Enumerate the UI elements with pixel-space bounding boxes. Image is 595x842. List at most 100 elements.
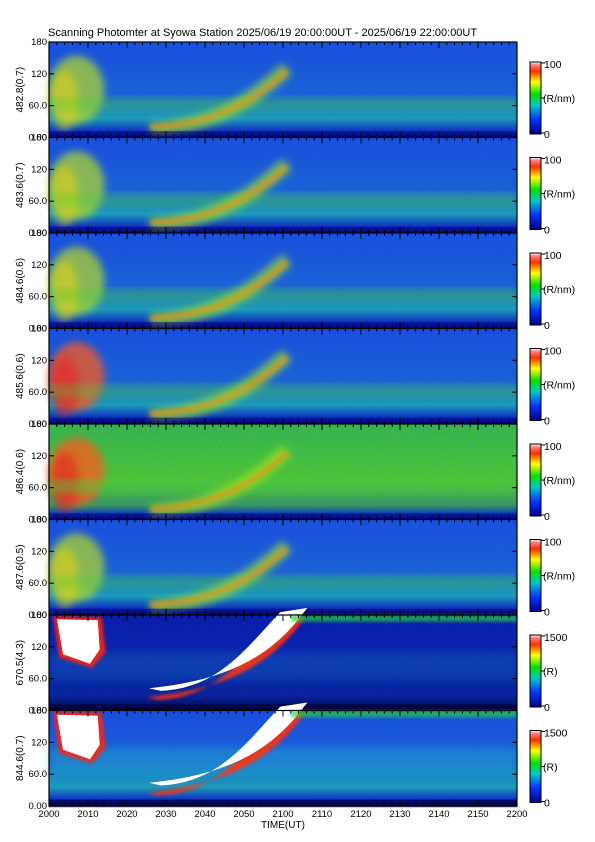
y-tick-label: 60.0 (29, 292, 48, 303)
x-axis-label: TIME(UT) (261, 820, 305, 831)
y-tick-label: 0.00 (29, 706, 48, 717)
colorbar (529, 539, 542, 612)
colorbar (529, 252, 542, 326)
colorbar (529, 443, 542, 517)
colorbar-min-label: 0 (544, 607, 550, 619)
colorbar-unit-label: (R/nm) (543, 93, 575, 105)
y-tick-label: 60.0 (29, 769, 48, 780)
emission-band (49, 288, 517, 303)
y-tick-label: 180 (31, 706, 47, 717)
emission-band (49, 384, 517, 398)
panel-speckle (49, 424, 517, 520)
x-tick-label: 2030 (155, 809, 176, 820)
y-tick-label: 120 (31, 260, 47, 271)
y-tick-label: 120 (31, 69, 47, 80)
x-tick-label: 2000 (38, 809, 59, 820)
emission-band (49, 97, 517, 112)
y-tick-label: 60.0 (29, 196, 48, 207)
emission-band (49, 479, 517, 494)
colorbar-unit-label: (R/nm) (543, 189, 575, 201)
colorbar-max-label: 1500 (544, 728, 568, 740)
y-tick-label: 180 (31, 419, 47, 430)
y-tick-label: 180 (31, 610, 47, 621)
auroral-arc-core (150, 355, 289, 416)
colorbar-min-label: 0 (544, 320, 550, 332)
panel-6: 0.00 60.0 120 180 487.6(0.5) 100 (R/nm) 0 (15, 515, 575, 622)
channel-label: 483.6(0.7) (15, 162, 26, 208)
colorbar-unit-label: (R/nm) (543, 380, 575, 392)
y-tick-label: 120 (31, 546, 47, 557)
y-tick-label: 180 (31, 133, 47, 144)
colorbar-unit-label: (R/nm) (543, 571, 575, 583)
emission-band (49, 652, 517, 681)
y-tick-label: 120 (31, 451, 47, 462)
colorbar-max-label: 100 (544, 537, 562, 549)
x-tick-label: 2150 (467, 809, 488, 820)
colorbar-min-label: 0 (544, 511, 550, 523)
colorbar (529, 348, 542, 421)
panel-1: 0.00 60.0 120 180 482.8(0.7) 100 (R/nm) 0 (15, 37, 575, 144)
x-tick-label: 2110 (312, 809, 332, 820)
colorbar-min-label: 0 (544, 225, 550, 237)
y-tick-label: 0.00 (29, 419, 48, 430)
colorbar-max-label: 100 (544, 441, 562, 453)
x-tick-label: 2050 (233, 809, 254, 820)
channel-label: 485.6(0.6) (15, 353, 26, 399)
auroral-arc-core (150, 164, 289, 225)
channel-label: 670.5(4.3) (15, 640, 26, 686)
arc-saturated (149, 607, 308, 691)
colorbar-max-label: 100 (544, 346, 562, 358)
colorbar-min-label: 0 (544, 798, 550, 810)
y-tick-label: 0.00 (29, 801, 48, 812)
panel-speckle (49, 42, 517, 138)
emission-band (49, 747, 517, 777)
channel-label: 482.8(0.7) (15, 67, 26, 113)
panel-speckle (49, 328, 517, 424)
colorbar (529, 730, 542, 803)
colorbar-max-label: 1500 (544, 632, 568, 644)
y-tick-label: 0.00 (29, 133, 48, 144)
colorbar-min-label: 0 (544, 129, 550, 141)
panel-speckle (49, 233, 517, 329)
auroral-arc-core (150, 451, 289, 512)
colorbar-unit-label: (R) (543, 762, 558, 774)
x-tick-label: 2020 (116, 809, 137, 820)
y-tick-label: 120 (31, 642, 47, 653)
channel-label: 484.6(0.6) (15, 258, 26, 304)
auroral-arc-core (150, 260, 289, 321)
panel-7: 0.00 60.0 120 180 670.5(4.3) 1500 (R) 0 (15, 607, 568, 717)
panel-2: 0.00 60.0 120 180 483.6(0.7) 100 (R/nm) 0 (15, 133, 575, 240)
y-tick-label: 60.0 (29, 674, 48, 685)
y-tick-label: 120 (31, 737, 47, 748)
y-tick-label: 60.0 (29, 578, 48, 589)
colorbar-min-label: 0 (544, 416, 550, 428)
y-tick-label: 180 (31, 37, 47, 48)
early-blob-saturated (57, 714, 100, 760)
x-tick-label: 2200 (506, 809, 527, 820)
y-tick-label: 60.0 (29, 483, 48, 494)
panel-5: 0.00 60.0 120 180 486.4(0.6) 100 (R/nm) 0 (15, 419, 575, 526)
colorbar (529, 61, 542, 135)
y-tick-label: 0.00 (29, 228, 48, 239)
x-tick-label: 2140 (428, 809, 449, 820)
y-tick-label: 180 (31, 228, 47, 239)
colorbar-unit-label: (R/nm) (543, 284, 575, 296)
panel-3: 0.00 60.0 120 180 484.6(0.6) 100 (R/nm) 0 (15, 228, 575, 335)
colorbar-max-label: 100 (544, 250, 562, 262)
y-tick-label: 60.0 (29, 387, 48, 398)
emission-band (49, 193, 517, 207)
panel-speckle (49, 137, 517, 233)
channel-label: 844.6(0.7) (15, 735, 26, 781)
y-tick-label: 0.00 (29, 610, 48, 621)
colorbar-min-label: 0 (544, 702, 550, 714)
y-tick-label: 0.00 (29, 324, 48, 335)
y-tick-label: 120 (31, 164, 47, 175)
upper-edge-emission (290, 615, 517, 622)
colorbar-unit-label: (R/nm) (543, 475, 575, 487)
arc-saturated (149, 702, 308, 786)
x-tick-label: 2040 (194, 809, 215, 820)
y-tick-label: 60.0 (29, 101, 48, 112)
channel-label: 487.6(0.5) (15, 544, 26, 590)
y-tick-label: 0.00 (29, 515, 48, 526)
